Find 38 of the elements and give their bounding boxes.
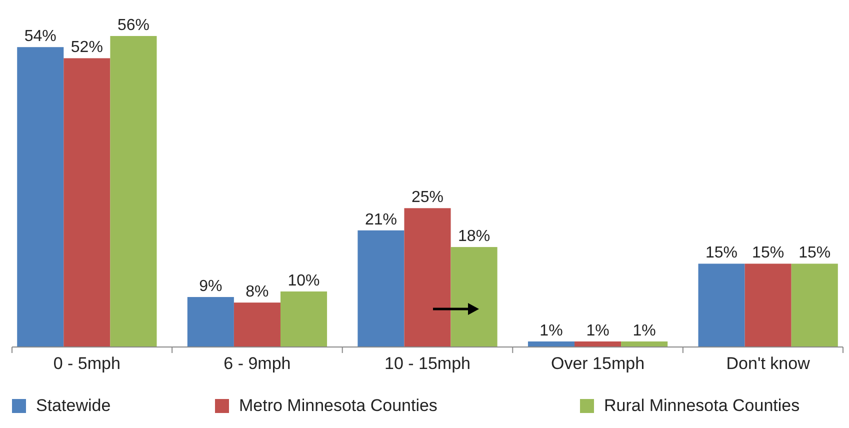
data-label: 18% [458,228,490,246]
x-tick-label: 10 - 15mph [384,354,470,373]
data-label: 1% [540,322,563,340]
bar [528,341,575,347]
bar [280,291,328,347]
data-label: 15% [752,244,784,262]
data-label: 8% [246,284,269,301]
bar [404,208,451,347]
data-label: 25% [411,189,444,206]
data-label: 52% [70,39,103,56]
legend-label: Metro Minnesota Counties [239,396,438,415]
x-tick-label: Don't know [726,354,811,373]
bar [187,297,234,347]
legend-label: Rural Minnesota Counties [604,396,800,415]
data-label: 9% [199,278,222,296]
x-tick-label: 6 - 9mph [224,354,291,373]
bar [574,341,622,347]
data-label: 56% [117,17,150,34]
data-label: 21% [364,211,397,228]
bar [621,341,668,347]
bar [234,302,280,347]
bar [64,58,110,347]
bar [358,230,404,347]
data-label: 1% [632,322,656,340]
data-label: 15% [706,244,738,262]
bar [698,264,745,347]
x-tick-label: Over 15mph [551,354,645,373]
data-label: 54% [24,28,56,46]
bar [450,247,498,347]
data-label: 15% [798,244,831,262]
bar [791,264,838,347]
bar [17,47,64,347]
bar [744,264,792,347]
x-tick-label: 0 - 5mph [53,354,120,373]
data-label: 10% [288,272,320,290]
bar [110,36,157,347]
legend-label: Statewide [36,396,111,415]
data-label: 1% [586,322,610,340]
